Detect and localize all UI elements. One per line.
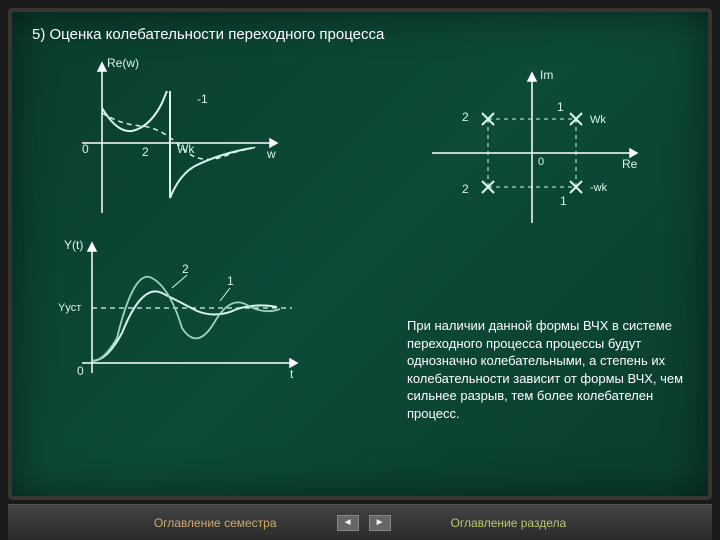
chart-bl-xlabel: t [290, 367, 294, 381]
chart-tr-ylabel: Im [540, 68, 553, 82]
charts-area: Re(w) w 0 2 Wk -1 Im Re 0 [32, 53, 688, 333]
chart-tr-mwk: -wk [590, 182, 608, 194]
chart-tr-1a: 1 [557, 100, 564, 114]
slide-body: При наличии данной формы ВЧХ в системе п… [407, 317, 697, 422]
nav-arrows: ◄ ► [337, 515, 391, 531]
chart-complex: Im Re 0 2 1 2 1 Wk -wk [412, 63, 652, 233]
chart-bl-yset: Yуст [58, 302, 81, 314]
nav-section-label: Оглавление раздела [451, 516, 567, 530]
chart-rew: Re(w) w 0 2 Wk -1 [52, 53, 292, 223]
chart-bl-one: 1 [227, 274, 234, 288]
prev-button[interactable]: ◄ [337, 515, 359, 531]
chart-tr-2a: 2 [462, 110, 469, 124]
next-button[interactable]: ► [369, 515, 391, 531]
chart-tl-wk: Wk [177, 142, 195, 156]
chart-tr-zero: 0 [538, 156, 544, 168]
chart-tr-xlabel: Re [622, 157, 638, 171]
nav-semester: Оглавление семестра [154, 516, 277, 530]
chart-tl-two: 2 [142, 145, 149, 159]
nav-section: Оглавление раздела [451, 516, 567, 530]
chart-tr-2b: 2 [462, 182, 469, 196]
nav-semester-label: Оглавление семестра [154, 516, 277, 530]
chart-tr-1b: 1 [560, 194, 567, 208]
bottom-toolbar: Оглавление семестра ◄ ► Оглавление разде… [8, 504, 712, 540]
chart-yt: Y(t) t 0 Yуст 2 1 [52, 233, 312, 383]
chart-bl-zero: 0 [77, 364, 84, 378]
chart-tl-m1: -1 [197, 92, 208, 106]
chart-tl-xlabel: w [266, 147, 276, 161]
slide-title: 5) Оценка колебательности переходного пр… [32, 26, 688, 43]
chalkboard: 5) Оценка колебательности переходного пр… [8, 8, 712, 500]
chart-tl-zero: 0 [82, 142, 89, 156]
chart-bl-two: 2 [182, 262, 189, 276]
chart-bl-ylabel: Y(t) [64, 238, 83, 252]
chart-tl-ylabel: Re(w) [107, 56, 139, 70]
chart-tr-wk: Wk [590, 114, 606, 126]
